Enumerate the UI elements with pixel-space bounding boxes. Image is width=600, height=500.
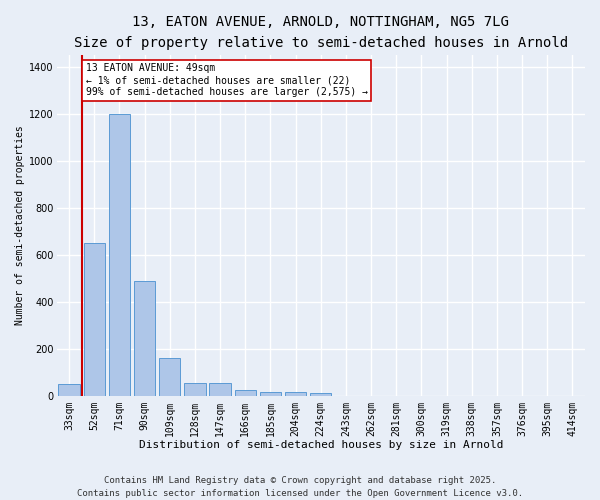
X-axis label: Distribution of semi-detached houses by size in Arnold: Distribution of semi-detached houses by … — [139, 440, 503, 450]
Bar — [184, 383, 206, 396]
Bar — [58, 384, 80, 396]
Bar — [83, 243, 105, 396]
Bar — [285, 392, 307, 396]
Y-axis label: Number of semi-detached properties: Number of semi-detached properties — [15, 126, 25, 325]
Bar — [209, 383, 231, 396]
Bar — [134, 280, 155, 396]
Bar — [260, 392, 281, 396]
Title: 13, EATON AVENUE, ARNOLD, NOTTINGHAM, NG5 7LG
Size of property relative to semi-: 13, EATON AVENUE, ARNOLD, NOTTINGHAM, NG… — [74, 15, 568, 50]
Bar — [159, 358, 181, 396]
Text: 13 EATON AVENUE: 49sqm
← 1% of semi-detached houses are smaller (22)
99% of semi: 13 EATON AVENUE: 49sqm ← 1% of semi-deta… — [86, 64, 368, 96]
Text: Contains HM Land Registry data © Crown copyright and database right 2025.
Contai: Contains HM Land Registry data © Crown c… — [77, 476, 523, 498]
Bar — [235, 390, 256, 396]
Bar — [109, 114, 130, 396]
Bar — [310, 394, 331, 396]
